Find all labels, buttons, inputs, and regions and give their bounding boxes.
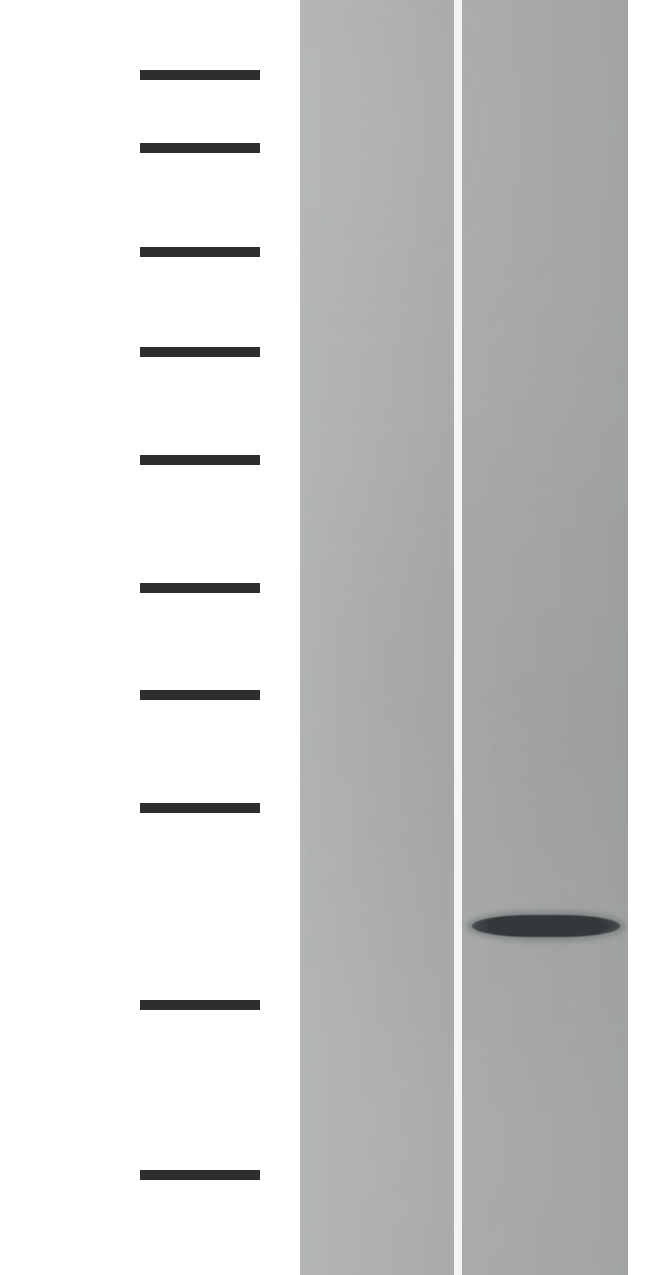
mw-tick bbox=[140, 247, 260, 257]
mw-tick bbox=[140, 143, 260, 153]
lane-separator bbox=[454, 0, 462, 1275]
protein-band bbox=[472, 915, 620, 937]
mw-tick bbox=[140, 347, 260, 357]
mw-tick bbox=[140, 1000, 260, 1010]
western-blot-figure: 17013010070554035251510 bbox=[0, 0, 650, 1275]
mw-tick bbox=[140, 690, 260, 700]
blot-membrane bbox=[300, 0, 628, 1275]
film-noise-overlay bbox=[300, 0, 628, 1275]
mw-tick bbox=[140, 583, 260, 593]
mw-tick bbox=[140, 803, 260, 813]
mw-tick bbox=[140, 455, 260, 465]
mw-tick bbox=[140, 1170, 260, 1180]
mw-tick bbox=[140, 70, 260, 80]
